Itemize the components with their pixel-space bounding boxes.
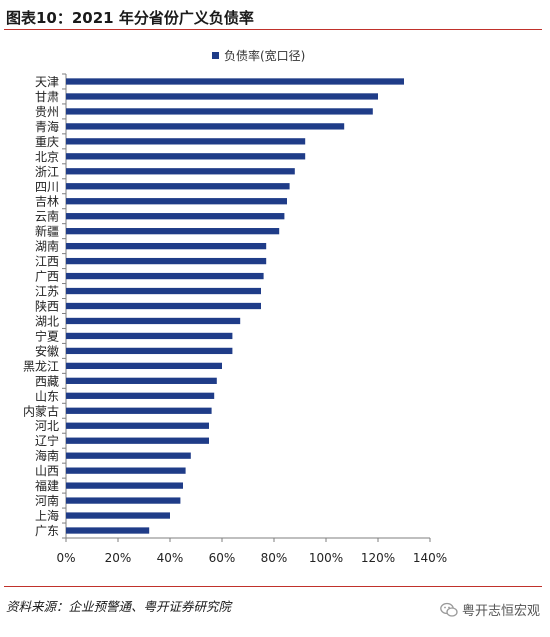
category-label: 广西 bbox=[35, 270, 59, 284]
bar-辽宁 bbox=[66, 437, 209, 444]
brand-mark: 粤开志恒宏观 bbox=[440, 600, 540, 619]
bar-海南 bbox=[66, 452, 191, 459]
bar-chart: 负债率(宽口径) 天津甘肃贵州青海重庆北京浙江四川吉林云南新疆湖南江西广西江苏陕… bbox=[23, 48, 447, 565]
category-label: 北京 bbox=[35, 150, 59, 164]
x-tick-label: 60% bbox=[209, 551, 236, 565]
category-label: 河南 bbox=[35, 493, 59, 508]
bar-四川 bbox=[66, 183, 290, 190]
bar-贵州 bbox=[66, 108, 373, 115]
brand-name: 粤开志恒宏观 bbox=[461, 604, 540, 619]
category-label: 湖南 bbox=[35, 239, 59, 254]
category-label: 河北 bbox=[35, 419, 59, 433]
category-label: 黑龙江 bbox=[23, 359, 59, 373]
bar-上海 bbox=[66, 512, 170, 519]
category-label: 福建 bbox=[35, 478, 59, 493]
bar-北京 bbox=[66, 153, 306, 160]
x-tick-label: 20% bbox=[105, 551, 132, 565]
category-label: 内蒙古 bbox=[23, 403, 59, 418]
x-tick-label: 40% bbox=[157, 551, 184, 565]
category-label: 贵州 bbox=[35, 105, 59, 119]
category-label: 广东 bbox=[35, 524, 59, 538]
bar-重庆 bbox=[66, 138, 306, 145]
chart-title: 图表10：2021 年分省份广义负债率 bbox=[6, 9, 254, 27]
bar-宁夏 bbox=[66, 332, 233, 340]
bar-黑龙江 bbox=[66, 362, 222, 370]
bar-湖南 bbox=[66, 242, 267, 250]
category-label: 四川 bbox=[35, 180, 59, 194]
footer-divider bbox=[4, 586, 542, 587]
category-label: 浙江 bbox=[35, 165, 59, 179]
bar-福建 bbox=[66, 482, 183, 489]
bar-江苏 bbox=[66, 287, 261, 295]
x-tick-label: 0% bbox=[56, 551, 75, 565]
legend-swatch bbox=[212, 52, 219, 59]
title-divider bbox=[4, 29, 542, 30]
wechat-icon bbox=[440, 602, 458, 617]
x-tick-label: 140% bbox=[413, 551, 447, 565]
category-label: 青海 bbox=[35, 119, 59, 134]
category-label: 海南 bbox=[35, 448, 59, 463]
bar-内蒙古 bbox=[66, 407, 212, 414]
bar-新疆 bbox=[66, 228, 280, 235]
category-label: 西藏 bbox=[35, 374, 59, 388]
category-label: 云南 bbox=[35, 209, 59, 224]
bar-云南 bbox=[66, 213, 285, 220]
category-label: 安徽 bbox=[35, 343, 59, 358]
bar-河北 bbox=[66, 422, 209, 429]
bar-山东 bbox=[66, 392, 215, 399]
category-label: 湖北 bbox=[35, 313, 59, 328]
legend: 负债率(宽口径) bbox=[212, 48, 305, 63]
category-label: 山西 bbox=[35, 464, 59, 478]
category-label: 吉林 bbox=[35, 195, 59, 209]
bar-广东 bbox=[66, 527, 150, 534]
bar-青海 bbox=[66, 123, 345, 130]
bar-甘肃 bbox=[66, 93, 378, 100]
category-label: 辽宁 bbox=[35, 433, 59, 448]
plot-area: 天津甘肃贵州青海重庆北京浙江四川吉林云南新疆湖南江西广西江苏陕西湖北宁夏安徽黑龙… bbox=[23, 73, 447, 565]
bar-天津 bbox=[66, 78, 404, 85]
category-label: 江苏 bbox=[35, 285, 59, 299]
source-note: 资料来源：企业预警通、粤开证券研究院 bbox=[6, 599, 232, 614]
category-label: 甘肃 bbox=[35, 90, 59, 104]
category-label: 天津 bbox=[35, 75, 59, 89]
category-label: 重庆 bbox=[35, 135, 59, 149]
bar-西藏 bbox=[66, 377, 217, 384]
bar-吉林 bbox=[66, 198, 287, 205]
bar-浙江 bbox=[66, 168, 295, 175]
bar-河南 bbox=[66, 497, 181, 504]
category-label: 上海 bbox=[35, 508, 59, 523]
bar-江西 bbox=[66, 257, 267, 265]
bar-山西 bbox=[66, 467, 186, 474]
bar-广西 bbox=[66, 272, 264, 280]
bar-陕西 bbox=[66, 302, 261, 310]
x-tick-label: 120% bbox=[361, 551, 395, 565]
category-label: 江西 bbox=[35, 255, 59, 269]
x-tick-label: 100% bbox=[309, 551, 343, 565]
category-label: 宁夏 bbox=[35, 328, 59, 343]
category-label: 山东 bbox=[35, 389, 59, 403]
x-tick-label: 80% bbox=[261, 551, 288, 565]
legend-label: 负债率(宽口径) bbox=[224, 48, 305, 63]
bar-安徽 bbox=[66, 347, 233, 355]
bar-湖北 bbox=[66, 317, 241, 325]
category-label: 陕西 bbox=[35, 299, 59, 314]
category-label: 新疆 bbox=[35, 224, 59, 239]
